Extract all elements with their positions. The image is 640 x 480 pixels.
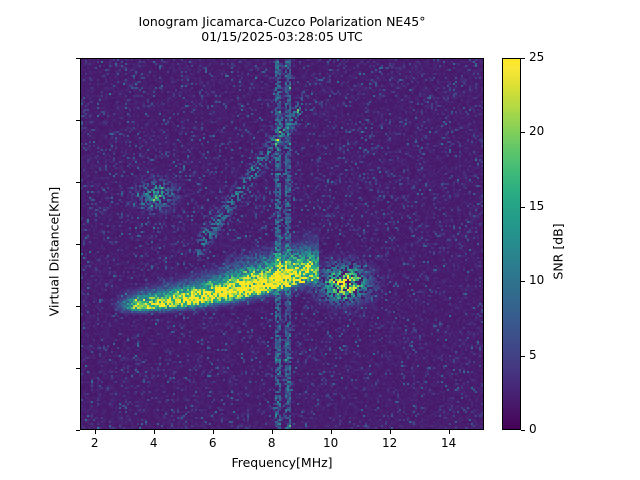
x-tick-label: 6: [208, 436, 217, 450]
x-tick-mark: [271, 430, 273, 434]
colorbar-label: SNR [dB]: [550, 223, 566, 280]
x-tick-mark: [94, 430, 96, 434]
x-tick-label: 8: [267, 436, 276, 450]
y-tick-mark: [76, 58, 80, 59]
colorbar-tick-label: 0: [529, 422, 537, 436]
title-line-1: Ionogram Jicamarca-Cuzco Polarization NE…: [138, 14, 426, 29]
colorbar-tick-label: 10: [529, 273, 545, 288]
x-tick-mark: [330, 430, 332, 434]
x-axis-label: Frequency[MHz]: [231, 455, 333, 470]
colorbar-tick-mark: [521, 281, 525, 283]
x-tick-label: 2: [90, 436, 99, 450]
plot-area: [80, 58, 484, 430]
colorbar-tick-label: 25: [529, 50, 545, 64]
colorbar: [502, 58, 521, 430]
colorbar-tick-mark: [521, 206, 525, 208]
colorbar-tick-label: 5: [529, 347, 537, 362]
colorbar-tick-label: 15: [529, 198, 545, 213]
page-title: Ionogram Jicamarca-Cuzco Polarization NE…: [80, 14, 484, 44]
y-tick-mark: [76, 244, 80, 245]
x-tick-mark: [389, 430, 391, 434]
x-tick-mark: [212, 430, 214, 434]
y-axis-label: Virtual Distance[Km]: [46, 186, 62, 317]
y-tick-mark: [76, 182, 80, 183]
colorbar-tick-mark: [521, 58, 525, 59]
y-tick-mark: [76, 430, 80, 431]
colorbar-gradient: [503, 59, 520, 429]
x-tick-label: 4: [149, 436, 158, 450]
x-tick-label: 12: [381, 436, 398, 450]
y-tick-mark: [76, 306, 80, 307]
title-line-2: 01/15/2025-03:28:05 UTC: [201, 29, 363, 44]
x-tick-mark: [448, 430, 450, 434]
x-tick-label: 10: [323, 436, 339, 450]
y-tick-mark: [76, 120, 80, 121]
colorbar-tick-mark: [521, 132, 525, 134]
colorbar-tick-label: 20: [529, 124, 545, 139]
ionogram-heatmap: [81, 59, 483, 429]
x-tick-label: 14: [440, 436, 457, 450]
y-tick-mark: [76, 368, 80, 369]
colorbar-tick-mark: [521, 355, 525, 357]
x-tick-mark: [153, 430, 155, 434]
colorbar-tick-mark: [521, 430, 525, 431]
